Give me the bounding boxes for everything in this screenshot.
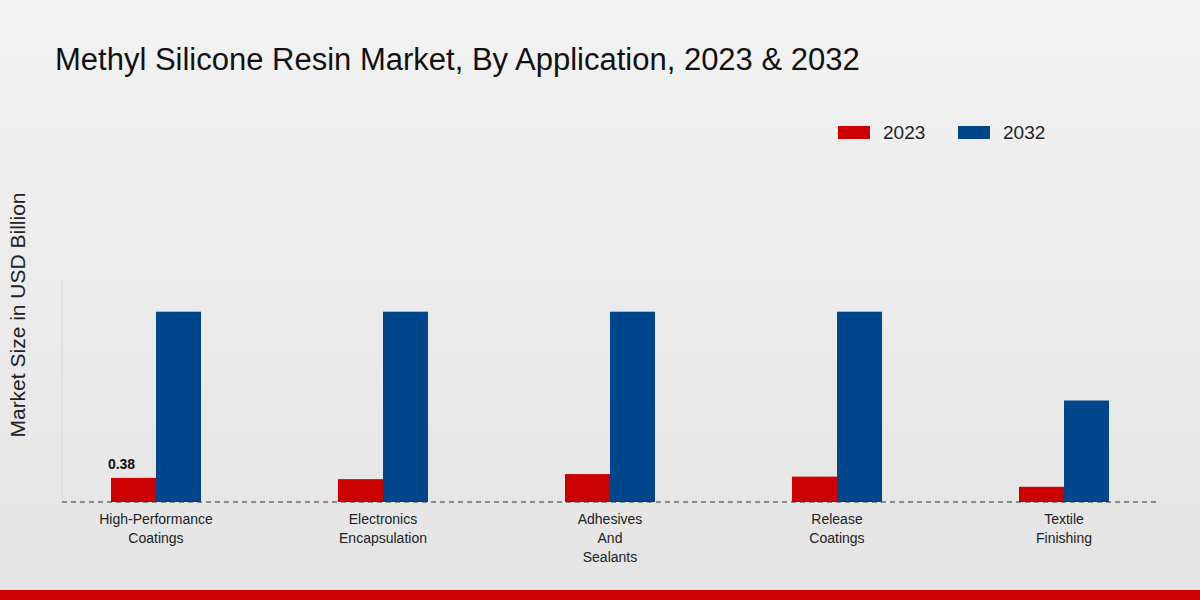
legend-label: 2023 — [883, 122, 925, 143]
bar — [111, 478, 156, 502]
bar — [383, 312, 428, 502]
y-axis-label: Market Size in USD Billion — [6, 192, 29, 437]
title: Methyl Silicone Resin Market, By Applica… — [55, 42, 860, 77]
footer-strip — [0, 590, 1200, 600]
bar — [338, 479, 383, 502]
bar — [1064, 401, 1109, 502]
legend-swatch — [958, 126, 990, 139]
bar — [565, 474, 610, 502]
x-tick-label-line: Adhesives — [578, 511, 643, 527]
x-tick-label-line: Coatings — [809, 530, 864, 546]
baseline — [62, 502, 1160, 503]
x-tick-label: Adhesives And Sealants — [578, 511, 643, 565]
chart: Methyl Silicone Resin Market, By Applica… — [0, 0, 1200, 600]
data-labels: 0.38 — [108, 456, 135, 472]
x-tick-label-line: Textile — [1044, 511, 1084, 527]
x-tick-label-line: Sealants — [583, 549, 637, 565]
legend-label: 2032 — [1003, 122, 1045, 143]
bar — [610, 312, 655, 502]
bars — [111, 312, 1109, 502]
legend-swatch — [838, 126, 870, 139]
legend: 2023 2032 — [838, 122, 1045, 143]
x-tick-label-line: High-Performance — [99, 511, 213, 527]
x-tick-label: Textile Finishing — [1036, 511, 1092, 546]
bar — [1019, 487, 1064, 502]
x-tick-label-line: Release — [811, 511, 863, 527]
x-tick-label-line: Encapsulation — [339, 530, 427, 546]
x-tick-label-line: Coatings — [128, 530, 183, 546]
x-tick-label: High-Performance Coatings — [99, 511, 213, 546]
x-tick-label-line: Finishing — [1036, 530, 1092, 546]
x-tick-label: Electronics Encapsulation — [339, 511, 427, 546]
bar — [156, 312, 201, 502]
y-axis-line — [62, 280, 63, 502]
x-tick-label: Release Coatings — [809, 511, 864, 546]
bar — [792, 477, 837, 502]
x-tick-label-line: And — [598, 530, 623, 546]
data-label: 0.38 — [108, 456, 135, 472]
x-tick-label-line: Electronics — [349, 511, 417, 527]
bar — [837, 312, 882, 502]
